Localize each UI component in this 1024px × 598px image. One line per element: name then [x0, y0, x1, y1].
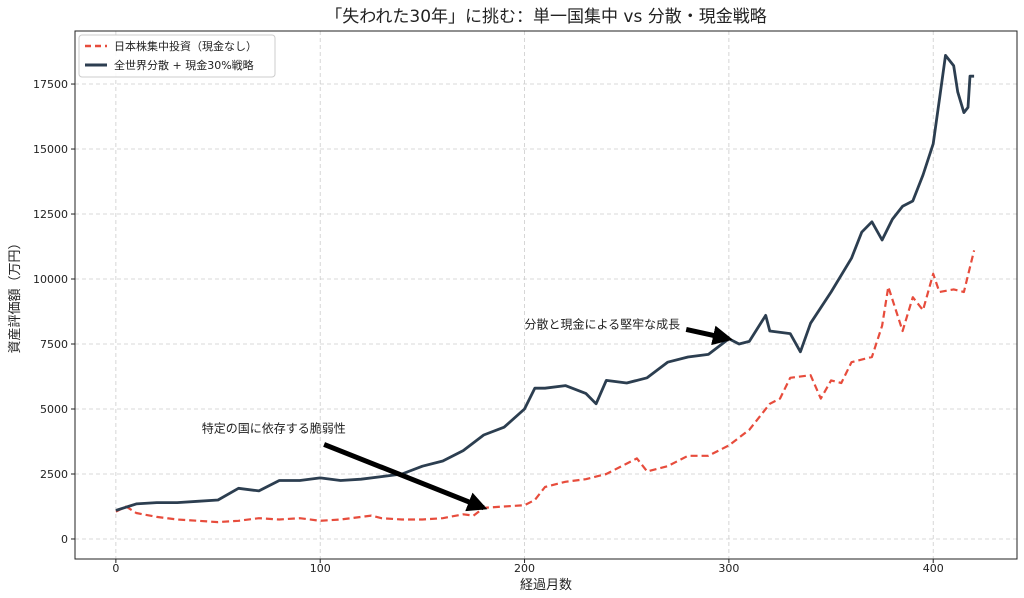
legend-label-global: 全世界分散 + 現金30%戦略 — [114, 58, 254, 72]
series-line-japan — [115, 250, 976, 524]
grid — [75, 31, 1017, 559]
x-tick-label: 100 — [310, 562, 331, 575]
series-line-global — [115, 54, 975, 512]
x-tick-label: 0 — [112, 562, 119, 575]
chart-title: 「失われた30年」に挑む：単一国集中 vs 分散・現金戦略 — [325, 7, 767, 27]
x-tick-label: 400 — [923, 562, 944, 575]
legend-label-japan: 日本株集中投資（現金なし） — [114, 39, 257, 53]
y-axis-label: 資産評価額（万円） — [7, 236, 23, 353]
y-tick-label: 0 — [61, 533, 68, 546]
x-axis-label: 経過月数 — [520, 578, 572, 593]
legend: 日本株集中投資（現金なし） 全世界分散 + 現金30%戦略 — [78, 34, 276, 78]
y-tick-label: 5000 — [40, 403, 68, 416]
y-tick-label: 7500 — [40, 338, 68, 351]
x-tick-label: 300 — [718, 562, 739, 575]
annotation-arrow — [323, 442, 488, 512]
annotations: 特定の国に依存する脆弱性 分散と現金による堅牢な成長 — [202, 316, 733, 512]
series-layer — [115, 54, 976, 524]
y-tick-label: 10000 — [33, 273, 68, 286]
annotation-arrow — [685, 325, 733, 346]
plot-frame — [74, 30, 1018, 560]
annotation-text: 分散と現金による堅牢な成長 — [525, 316, 681, 331]
x-tick-label: 200 — [514, 562, 535, 575]
ticks: 0 100 200 300 400 0 2500 5000 7500 10000 12500 1500… — [33, 78, 944, 575]
y-tick-label: 15000 — [33, 143, 68, 156]
y-tick-label: 2500 — [40, 468, 68, 481]
y-tick-label: 12500 — [33, 208, 68, 221]
y-tick-label: 17500 — [33, 78, 68, 91]
legend-box — [78, 34, 276, 78]
annotation-text: 特定の国に依存する脆弱性 — [202, 420, 346, 435]
